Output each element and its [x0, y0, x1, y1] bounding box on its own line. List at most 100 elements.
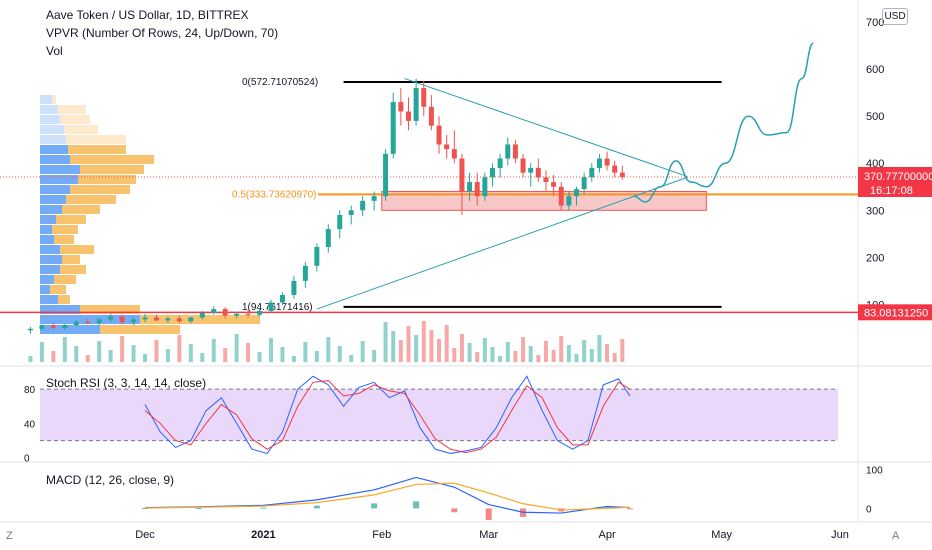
candle-body	[474, 182, 480, 197]
last-price-label: 370.77700000	[864, 171, 932, 183]
stoch-line	[144, 375, 631, 455]
vpvr-bar-up	[40, 175, 78, 184]
candle-body	[245, 313, 251, 315]
candle-body	[383, 153, 389, 197]
macd-legend[interactable]: MACD (12, 26, close, 9)	[46, 473, 175, 487]
volume-bar	[513, 351, 518, 362]
volume-legend[interactable]: Vol	[46, 44, 63, 58]
candle-body	[199, 312, 205, 318]
time-axis-label: Jun	[831, 529, 849, 541]
vpvr-bar-down	[100, 325, 180, 334]
price-tick-label: 700	[866, 17, 884, 29]
vpvr-bar-up	[40, 235, 54, 244]
candle-body	[27, 328, 33, 331]
time-axis-label: Mar	[479, 529, 498, 541]
time-axis-label: Apr	[598, 529, 615, 541]
candle-body	[566, 196, 572, 206]
volume-bar	[521, 337, 526, 362]
trendline	[316, 176, 688, 310]
vpvr-bar-up	[40, 135, 66, 144]
chart-title: Aave Token / US Dollar, 1D, BITTREX	[46, 8, 249, 22]
volume-bar	[383, 322, 388, 362]
stoch-rsi-legend[interactable]: Stoch RSI (3, 3, 14, 14, close)	[46, 376, 207, 390]
volume-bar	[85, 355, 90, 362]
vpvr-bar-down	[58, 295, 70, 304]
vpvr-bar-down	[70, 185, 130, 194]
candle-body	[348, 210, 354, 215]
vpvr-bar-up	[40, 95, 52, 104]
vpvr-bar-down	[80, 165, 144, 174]
vpvr-bar-down	[78, 175, 136, 184]
candle-body	[142, 317, 148, 320]
vpvr-bar-up	[40, 265, 60, 274]
volume-bar	[498, 356, 503, 362]
volume-bar	[188, 344, 193, 362]
time-axis-label: Feb	[372, 529, 391, 541]
volume-bar	[165, 349, 170, 362]
macd-histogram-bar	[451, 508, 458, 513]
candle-body	[325, 229, 331, 247]
vpvr-bar-down	[54, 235, 74, 244]
volume-bar	[257, 352, 262, 362]
candle-body	[413, 87, 419, 121]
vpvr-bar-down	[62, 255, 80, 264]
volume-bar	[291, 356, 296, 362]
candle-body	[535, 167, 541, 178]
vpvr-bar-up	[40, 105, 58, 114]
volume-bar	[28, 356, 33, 362]
volume-bar	[337, 346, 342, 362]
vpvr-bar-up	[40, 325, 100, 334]
volume-bar	[120, 336, 125, 362]
bottom-price-tag	[858, 304, 932, 321]
volume-bar	[406, 326, 411, 362]
candle-body	[314, 246, 320, 266]
stoch-line	[144, 380, 631, 454]
time-axis-label: 2021	[251, 529, 275, 541]
price-tick-label: 600	[866, 64, 884, 76]
support-zone	[381, 190, 707, 211]
candle-body	[302, 265, 308, 281]
vpvr-bar-up	[40, 195, 66, 204]
currency-button[interactable]: USD	[882, 8, 908, 25]
volume-bar	[421, 321, 426, 362]
trendline	[404, 78, 688, 177]
candle-body	[589, 167, 595, 178]
macd-tick-label: 0	[866, 504, 872, 515]
volume-bar	[536, 355, 541, 362]
candle-body	[279, 294, 285, 303]
volume-bar	[612, 353, 617, 362]
candle-body	[612, 165, 618, 173]
volume-bar	[269, 338, 274, 362]
candle-body	[467, 182, 473, 192]
volume-bar	[74, 346, 79, 362]
zoom-icon[interactable]: Z	[6, 530, 13, 542]
volume-bar	[154, 340, 159, 362]
volume-bar	[589, 349, 594, 362]
time-axis-label: Dec	[135, 529, 155, 541]
macd-histogram-bar	[604, 506, 611, 509]
bar-countdown-label: 16:17:08	[870, 185, 913, 197]
volume-bar	[490, 347, 495, 362]
candle-body	[398, 102, 404, 112]
vpvr-bar-down	[140, 315, 260, 324]
vpvr-bar-down	[50, 285, 66, 294]
volume-bar	[543, 341, 548, 362]
vpvr-bar-down	[68, 145, 126, 154]
last-price-tag	[858, 166, 932, 197]
volume-bar	[505, 342, 510, 362]
volume-bar	[437, 339, 442, 362]
auto-scale-icon[interactable]: A	[892, 530, 900, 542]
price-tick-label: 300	[866, 205, 884, 217]
vpvr-bar-down	[70, 155, 154, 164]
volume-bar	[391, 331, 396, 362]
volume-bar	[429, 330, 434, 362]
volume-bar	[360, 341, 365, 362]
vpvr-legend[interactable]: VPVR (Number Of Rows, 24, Up/Down, 70)	[46, 26, 279, 40]
stoch-tick-label: 40	[24, 419, 36, 430]
vpvr-bar-down	[60, 245, 94, 254]
volume-bar	[108, 350, 113, 362]
candle-body	[405, 111, 411, 121]
vpvr-bar-down	[66, 195, 116, 204]
vpvr-bar-up	[40, 115, 60, 124]
